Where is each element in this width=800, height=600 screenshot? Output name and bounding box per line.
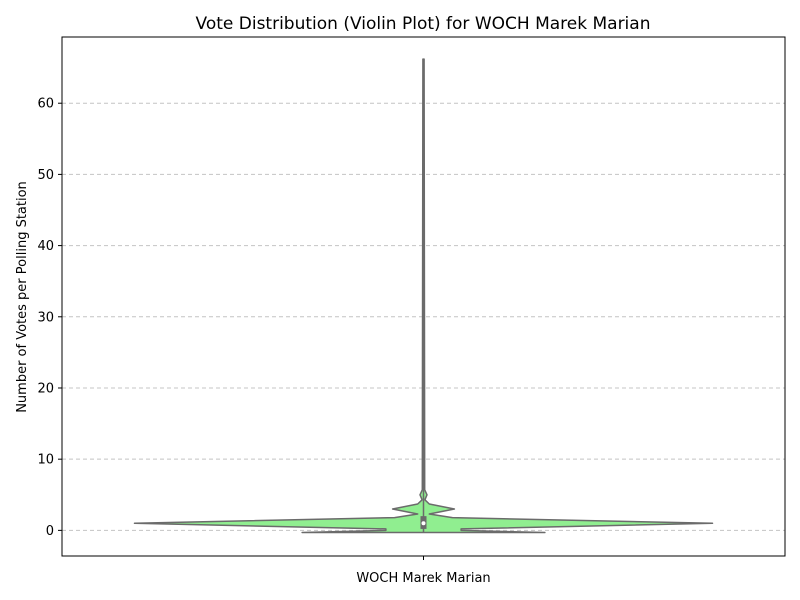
gridlines bbox=[62, 102, 785, 531]
y-tick-label: 10 bbox=[37, 453, 54, 468]
x-tick-label: WOCH Marek Marian bbox=[356, 571, 490, 586]
y-tick-label: 0 bbox=[46, 524, 54, 539]
y-tick-label: 30 bbox=[37, 310, 54, 325]
median-point bbox=[420, 520, 427, 527]
y-tick-label: 20 bbox=[37, 381, 54, 396]
y-axis-label: Number of Votes per Polling Station bbox=[15, 181, 30, 413]
chart-title: Vote Distribution (Violin Plot) for WOCH… bbox=[196, 14, 651, 34]
y-axis-ticks: 0 10 20 30 40 50 60 bbox=[37, 97, 62, 539]
violin-body bbox=[133, 58, 714, 534]
x-axis-ticks: WOCH Marek Marian bbox=[356, 556, 491, 586]
y-tick-label: 60 bbox=[37, 97, 54, 112]
y-tick-label: 40 bbox=[37, 239, 54, 254]
y-tick-label: 50 bbox=[37, 168, 54, 183]
